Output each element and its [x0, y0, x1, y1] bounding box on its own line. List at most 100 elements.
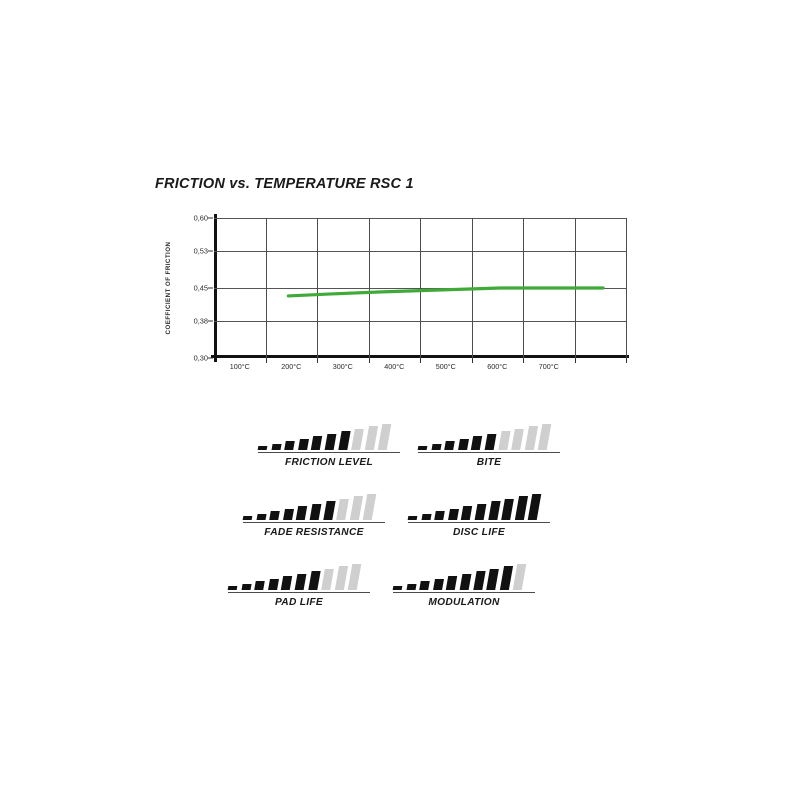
friction-temperature-chart: FRICTION vs. TEMPERATURE RSC 1 COEFFICIE…	[155, 176, 629, 371]
rating-segment-filled	[417, 446, 428, 450]
rating-bar-track	[417, 418, 566, 450]
rating-segment-filled	[457, 438, 469, 450]
gridline-vertical	[317, 218, 318, 358]
rating-bite: BITE	[417, 418, 578, 469]
rating-segment-filled	[271, 443, 282, 450]
rating-segment-filled	[446, 576, 458, 590]
friction-curve	[286, 286, 605, 298]
x-tick-label: 200°C	[281, 362, 302, 371]
rating-label: FRICTION LEVEL	[285, 457, 373, 469]
rating-segment-empty	[513, 563, 527, 590]
rating-disc-life: DISC LIFE	[407, 488, 568, 539]
x-tick-mark	[265, 358, 267, 363]
rating-segment-filled	[514, 496, 528, 520]
rating-underline	[243, 522, 385, 524]
rating-underline	[258, 452, 400, 454]
rating-bar-track	[227, 558, 376, 590]
gridline-vertical	[420, 218, 421, 358]
x-tick-label: 100°C	[229, 362, 250, 371]
rating-segment-empty	[364, 426, 378, 450]
rating-segment-empty	[524, 426, 538, 450]
chart-title: FRICTION vs. TEMPERATURE RSC 1	[155, 176, 414, 192]
gridline-vertical	[626, 218, 627, 358]
performance-ratings: FRICTION LEVEL BITE FADE RESISTANCE DISC LI…	[0, 404, 800, 634]
plot-area: 0,60 0,53 0,45 0,38 0,30 100°C 200°C 300°C 400°…	[194, 214, 629, 371]
rating-segment-filled	[257, 446, 268, 450]
rating-underline	[408, 522, 550, 524]
rating-label: MODULATION	[428, 597, 500, 609]
rating-segment-empty	[363, 493, 377, 520]
rating-segment-empty	[336, 498, 350, 520]
rating-fade-resistance: FADE RESISTANCE	[242, 488, 403, 539]
rating-segment-filled	[227, 586, 238, 590]
rating-underline	[393, 592, 535, 594]
y-tick-label: 0,53	[193, 246, 208, 256]
rating-segment-filled	[284, 441, 295, 450]
rating-segment-filled	[311, 436, 323, 450]
rating-segment-filled	[472, 571, 486, 590]
y-tick-mark	[208, 357, 213, 359]
rating-segment-empty	[497, 431, 511, 450]
rating-segment-filled	[282, 508, 294, 520]
rating-segment-filled	[309, 503, 322, 520]
rating-bar-track	[257, 418, 406, 450]
x-tick-label: 300°C	[332, 362, 353, 371]
rating-label: DISC LIFE	[453, 527, 505, 539]
rating-segment-empty	[334, 566, 348, 590]
rating-segment-filled	[501, 498, 515, 520]
rating-segment-filled	[269, 511, 280, 520]
rating-segment-filled	[461, 506, 473, 520]
rating-segment-filled	[406, 583, 417, 590]
x-tick-mark	[368, 358, 370, 363]
rating-segment-filled	[296, 506, 308, 520]
rating-segment-filled	[431, 443, 442, 450]
rating-segment-empty	[378, 423, 392, 450]
y-tick-mark	[208, 250, 213, 252]
rating-segment-filled	[419, 581, 430, 590]
rating-segment-empty	[348, 563, 362, 590]
x-tick-label: 400°C	[384, 362, 405, 371]
y-tick-mark	[208, 217, 213, 219]
rating-segment-filled	[392, 586, 403, 590]
x-tick-mark	[574, 358, 576, 363]
rating-segment-filled	[241, 583, 252, 590]
rating-segment-filled	[432, 578, 444, 590]
rating-segment-filled	[307, 571, 321, 590]
rating-label: BITE	[476, 457, 502, 469]
rating-segment-filled	[267, 578, 279, 590]
rating-label: FADE RESISTANCE	[264, 527, 364, 539]
rating-segment-empty	[321, 568, 335, 590]
rating-segment-filled	[434, 511, 445, 520]
rating-modulation: MODULATION	[392, 558, 553, 609]
rating-segment-empty	[511, 428, 525, 450]
y-axis-title: COEFFICIENT OF FRICTION	[165, 241, 172, 335]
x-tick-mark	[317, 358, 318, 363]
rating-segment-filled	[459, 573, 472, 590]
rating-underline	[228, 592, 370, 594]
rating-segment-filled	[294, 573, 307, 590]
rating-segment-filled	[444, 441, 455, 450]
rating-segment-empty	[351, 428, 365, 450]
rating-segment-filled	[281, 576, 293, 590]
rating-segment-filled	[499, 566, 513, 590]
rating-bar-track	[392, 558, 541, 590]
gridline-vertical	[368, 218, 370, 358]
y-tick-label: 0,60	[193, 213, 208, 223]
rating-segment-filled	[487, 501, 501, 520]
rating-segment-filled	[471, 436, 483, 450]
rating-segment-filled	[337, 431, 351, 450]
rating-underline	[418, 452, 560, 454]
x-tick-label: 500°C	[435, 362, 456, 371]
rating-segment-filled	[256, 513, 267, 520]
rating-label: PAD LIFE	[274, 597, 324, 609]
rating-bar-track	[242, 488, 391, 520]
y-tick-mark	[208, 320, 213, 322]
rating-bar-track	[407, 488, 556, 520]
x-tick-mark	[523, 358, 524, 363]
y-tick-mark	[208, 287, 213, 289]
rating-segment-empty	[349, 496, 363, 520]
rating-segment-filled	[242, 516, 253, 520]
x-tick-label: 700°C	[538, 362, 559, 371]
rating-pad-life: PAD LIFE	[227, 558, 388, 609]
rating-segment-filled	[484, 433, 497, 450]
